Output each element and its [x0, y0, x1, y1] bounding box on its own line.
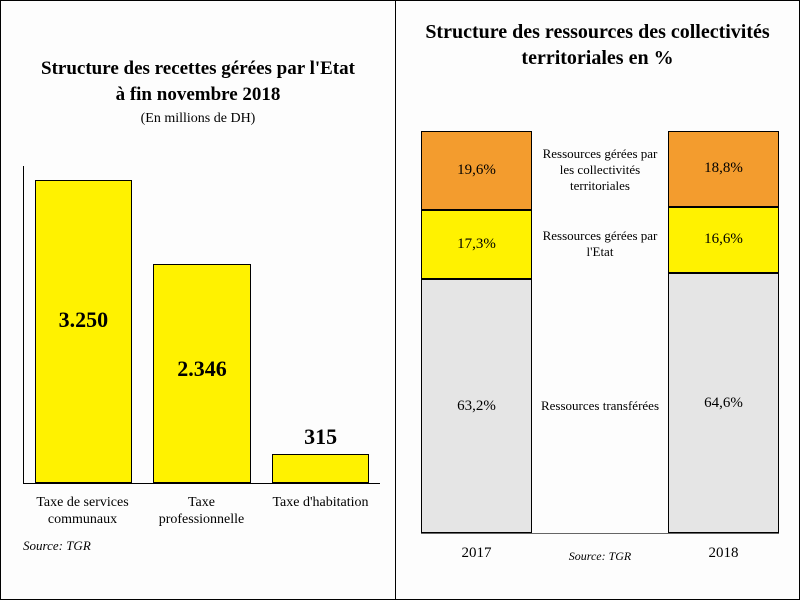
seg-transf-2018: 64,6%	[668, 273, 779, 533]
legend-transf: Ressources transférées	[532, 279, 668, 533]
bar-rect-2	[272, 454, 369, 483]
year-label-2017: 2017	[421, 539, 532, 564]
legend-collect: Ressources gérées par les collectivités …	[532, 131, 668, 210]
bar-xlabel-0: Taxe de services communaux	[23, 489, 142, 529]
bar-chart-xaxis: Taxe de services communauxTaxe professio…	[23, 489, 380, 529]
bar-value-2: 315	[261, 424, 380, 450]
stack-col-2018: 18,8%16,6%64,6%	[668, 131, 779, 533]
seg-collect-2018: 18,8%	[668, 131, 779, 207]
stacked-chart-area: 19,6%17,3%63,2%Ressources gérées par les…	[421, 131, 779, 534]
bar-xlabel-2: Taxe d'habitation	[261, 489, 380, 529]
right-chart-title: Structure des ressources des collectivit…	[396, 1, 799, 71]
bar-xlabel-1: Taxe professionnelle	[142, 489, 261, 529]
stack-legend: Ressources gérées par les collectivités …	[532, 131, 668, 533]
right-title-line1: Structure des ressources des collectivit…	[425, 21, 769, 43]
left-chart-subtitle: (En millions de DH)	[1, 111, 395, 127]
bar-2: 315	[261, 166, 380, 483]
legend-etat: Ressources gérées par l'Etat	[532, 210, 668, 279]
left-title-line1: Structure des recettes gérées par l'Etat	[41, 58, 355, 79]
stack-col-2017: 19,6%17,3%63,2%	[421, 131, 532, 533]
left-panel: Structure des recettes gérées par l'Etat…	[1, 1, 396, 599]
bar-value-0: 3.250	[36, 307, 131, 333]
seg-etat-2017: 17,3%	[421, 210, 532, 279]
left-title-line2: à fin novembre 2018	[116, 84, 281, 105]
seg-transf-2017: 63,2%	[421, 279, 532, 533]
right-title-line2: territoriales en %	[521, 47, 673, 69]
seg-collect-2017: 19,6%	[421, 131, 532, 210]
bar-chart-area: 3.250 2.346 315	[23, 166, 380, 484]
bar-value-1: 2.346	[154, 356, 249, 382]
seg-etat-2018: 16,6%	[668, 207, 779, 274]
stacked-chart-xaxis: 2017 Source: TGR 2018	[421, 539, 779, 564]
right-panel: Structure des ressources des collectivit…	[396, 1, 799, 599]
bar-1: 2.346	[143, 166, 262, 483]
bar-rect-0: 3.250	[35, 180, 132, 483]
left-source-label: Source: TGR	[23, 538, 91, 554]
left-chart-title: Structure des recettes gérées par l'Etat…	[1, 1, 395, 107]
bar-rect-1: 2.346	[153, 264, 250, 483]
year-label-2018: 2018	[668, 539, 779, 564]
bar-0: 3.250	[24, 166, 143, 483]
right-source-label: Source: TGR	[532, 539, 668, 564]
